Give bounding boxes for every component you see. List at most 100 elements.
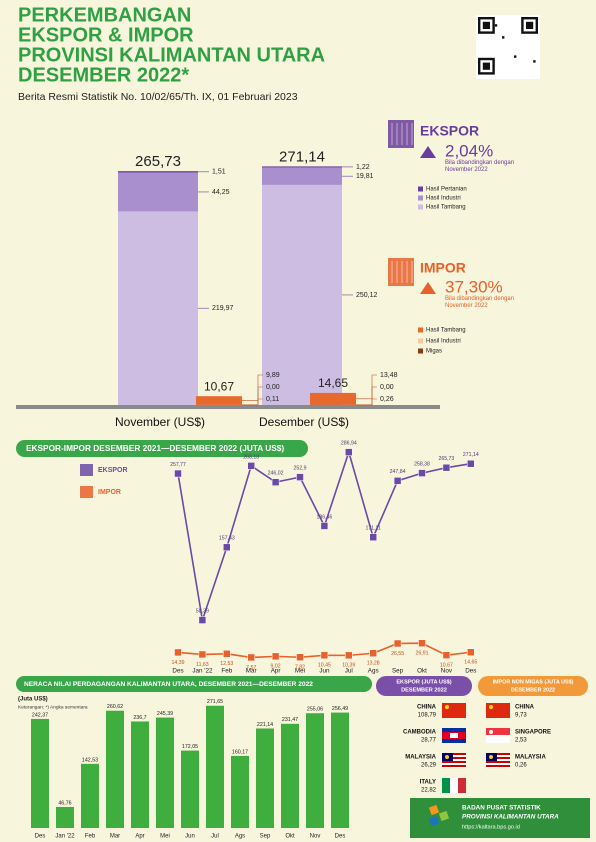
bar [156, 717, 174, 828]
legend-label: Hasil Tambang [426, 328, 466, 334]
ground [16, 405, 440, 409]
segment-label: 44,25 [212, 189, 230, 196]
point-label: 271,14 [463, 452, 479, 458]
qr-finder [482, 21, 490, 29]
x-tick-label: Okt [417, 668, 427, 675]
point-label: 186,46 [316, 514, 332, 520]
x-tick-label: Mei [160, 834, 170, 840]
destination-subtitle: DESEMBER 2022 [401, 687, 447, 693]
summary-change: 37,30% [445, 277, 503, 296]
footer-url: https://kaltara.bps.go.id [462, 824, 520, 830]
x-tick-label: Sep [260, 834, 271, 840]
point-marker [271, 478, 280, 486]
bar [106, 710, 124, 828]
qr-module [514, 55, 517, 58]
legend-icon [80, 486, 93, 498]
country-name: CHINA [417, 705, 437, 711]
point-label: 7,82 [295, 665, 305, 671]
total-label: 10,67 [204, 379, 234, 393]
bar-label: 221,14 [257, 722, 273, 728]
country-name: ITALY [420, 780, 436, 786]
x-tick-label: Feb [221, 668, 232, 675]
section-pill [16, 440, 308, 457]
x-tick-label: Ags [368, 668, 379, 675]
point-label: 10,45 [318, 663, 331, 669]
bar-segment [118, 171, 198, 173]
bar-segment [262, 184, 342, 405]
point-label: 7,57 [246, 665, 256, 671]
country-name: CHINA [515, 705, 535, 711]
country-name: SINGAPORE [515, 730, 551, 736]
country-value: 2,53 [515, 738, 527, 744]
total-label: 14,65 [318, 376, 348, 390]
qr-module [533, 60, 536, 63]
bar-segment [118, 172, 198, 212]
bar [231, 755, 249, 828]
unit-label: (Juta US$) [18, 697, 48, 703]
bar [56, 806, 74, 828]
segment-label: 219,97 [212, 305, 234, 312]
point-label: 157,43 [219, 536, 235, 542]
balance-chart-title: NERACA NILAI PERDAGANGAN KALIMANTAN UTAR… [24, 681, 313, 688]
point-label: 246,02 [268, 471, 284, 477]
section-pill [478, 676, 588, 696]
destination-subtitle: DESEMBER 2022 [511, 687, 555, 693]
x-tick-label: Jan '22 [192, 668, 213, 675]
bar [206, 705, 224, 828]
summary-change: 2,04% [445, 141, 493, 160]
bps-logo [428, 804, 450, 827]
flag-singapore [486, 728, 510, 743]
destination-title: IMPOR NON MIGAS (JUTA US$) [493, 679, 574, 685]
point-marker [296, 653, 304, 662]
x-tick-label: Desember (US$) [259, 415, 349, 429]
point-marker [198, 616, 207, 624]
footer-box [410, 798, 590, 838]
footer-org: BADAN PUSAT STATISTIK [462, 805, 541, 812]
segment-label: 0,00 [380, 384, 394, 391]
point-label: 171,11 [365, 526, 381, 532]
section-pill [376, 676, 472, 696]
bar [81, 763, 99, 828]
x-tick-label: Mar [110, 834, 120, 840]
point-marker [223, 650, 231, 658]
legend-icon [80, 464, 93, 476]
legend-label: Migas [426, 349, 442, 355]
x-tick-label: Jun [319, 668, 330, 675]
legend-swatch [418, 348, 423, 354]
point-marker [320, 522, 329, 530]
point-label: 26,55 [391, 651, 404, 657]
point-label: 268,18 [243, 454, 259, 460]
point-label: 257,77 [170, 462, 186, 468]
x-tick-label: November (US$) [115, 415, 205, 429]
bar [131, 721, 149, 828]
change-arrow [420, 146, 436, 158]
country-value: 9,73 [515, 713, 527, 719]
point-label: 265,73 [438, 456, 454, 462]
bar [281, 723, 299, 828]
summary-note: Bila dibandingkan dengan November 2022 [445, 296, 515, 309]
legend-swatch [418, 186, 423, 192]
qr-module [494, 24, 498, 27]
point-label: 258,38 [414, 461, 430, 467]
bar [331, 712, 349, 828]
point-marker [296, 473, 304, 481]
note-label: Keterangan: *) Angka sementara [18, 704, 88, 710]
x-tick-label: Sep [392, 668, 404, 675]
bar-label: 256,49 [332, 706, 348, 712]
x-tick-label: Mar [246, 668, 257, 675]
point-label: 13,28 [367, 661, 380, 667]
country-name: MALAYSIA [515, 755, 546, 761]
flag-china [486, 703, 510, 718]
change-arrow [420, 282, 436, 294]
flag-malaysia [486, 753, 510, 768]
legend-label: Hasil Pertanian [426, 187, 467, 193]
point-marker [345, 448, 353, 456]
bar-label: 142,53 [82, 757, 98, 763]
country-value: 28,77 [421, 738, 437, 744]
legend-label: Hasil Industri [426, 196, 461, 202]
bar [181, 750, 199, 828]
point-label: 9,02 [271, 664, 281, 670]
title-line: DESEMBER 2022* [18, 64, 189, 86]
bar-label: 236,7 [133, 715, 146, 721]
